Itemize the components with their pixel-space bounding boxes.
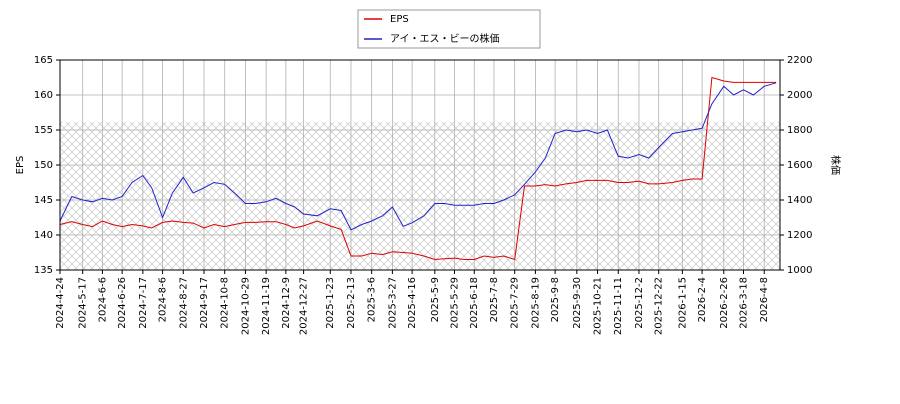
x-tick-label: 2024-7-17 [138,277,149,329]
series-line [59,82,777,231]
x-tick-label: 2024-6-26 [117,277,128,329]
legend [357,9,541,49]
y-tick-label: 165 [34,55,53,66]
x-tick-label: 2025-11-11 [613,277,624,335]
x-tick-label: 2026-4-8 [759,277,770,322]
x-tick-label: 2024-4-24 [55,277,66,329]
x-tick-label: 2024-6-6 [97,277,108,322]
grid [59,59,780,271]
x-tick-label: 2025-9-8 [550,277,561,322]
x-tick-label: 2025-4-16 [407,277,418,329]
y-tick-label: 160 [34,90,53,101]
x-tick-label: 2025-9-30 [572,277,583,329]
x-tick-label: 2025-7-8 [489,277,500,322]
y-tick-label: 135 [34,265,53,276]
x-tick-label: 2024-10-8 [220,277,231,329]
x-tick-label: 2025-12-22 [654,277,665,335]
y2-tick-label: 1400 [787,195,812,206]
y-tick-label: 150 [34,160,53,171]
x-tick-label: 2025-2-13 [346,277,357,329]
lines [59,76,777,261]
x-tick-label: 2025-5-9 [430,277,441,322]
x-tick-label: 2026-3-18 [739,277,750,329]
x-tick-label: 2025-1-23 [325,277,336,329]
x-tick-label: 2024-8-6 [158,277,169,322]
y-tick-label: 145 [34,195,53,206]
x-tick-label: 2025-7-29 [510,277,521,329]
x-tick-label: 2025-12-2 [634,277,645,329]
y2-tick-label: 2200 [787,55,812,66]
x-tick-label: 2024-11-19 [261,277,272,335]
x-tick-label: 2026-2-26 [719,277,730,329]
x-tick-label: 2026-1-15 [677,277,688,329]
y-axis-label: EPS [15,156,26,175]
x-tick-label: 2025-6-18 [469,277,480,329]
legend-label: アイ・エス・ビーの株価 [390,32,500,45]
x-tick-label: 2024-8-27 [178,277,189,329]
x-tick-label: 2024-12-27 [299,277,310,335]
series-line [59,76,777,261]
x-tick-label: 2025-5-29 [450,277,461,329]
y2-tick-label: 1000 [787,265,812,276]
y2-tick-label: 2000 [787,90,812,101]
y2-tick-label: 1800 [787,125,812,136]
x-tick-label: 2025-10-21 [593,277,604,335]
y-tick-label: 140 [34,230,53,241]
x-tick-label: 2025-3-6 [367,277,378,322]
y2-tick-label: 1600 [787,160,812,171]
y-tick-label: 155 [34,125,53,136]
x-tick-label: 2026-2-4 [697,277,708,322]
y2-axis-label: 株価 [829,155,842,175]
x-tick-label: 2024-10-29 [240,277,251,335]
x-tick-label: 2025-3-27 [387,277,398,329]
x-tick-label: 2024-12-9 [281,277,292,329]
y2-tick-label: 1200 [787,230,812,241]
x-tick-label: 2024-9-17 [199,277,210,329]
hatch-area [60,122,780,270]
legend-label: EPS [390,14,409,25]
x-tick-label: 2025-8-19 [530,277,541,329]
x-tick-label: 2024-5-17 [78,277,89,329]
